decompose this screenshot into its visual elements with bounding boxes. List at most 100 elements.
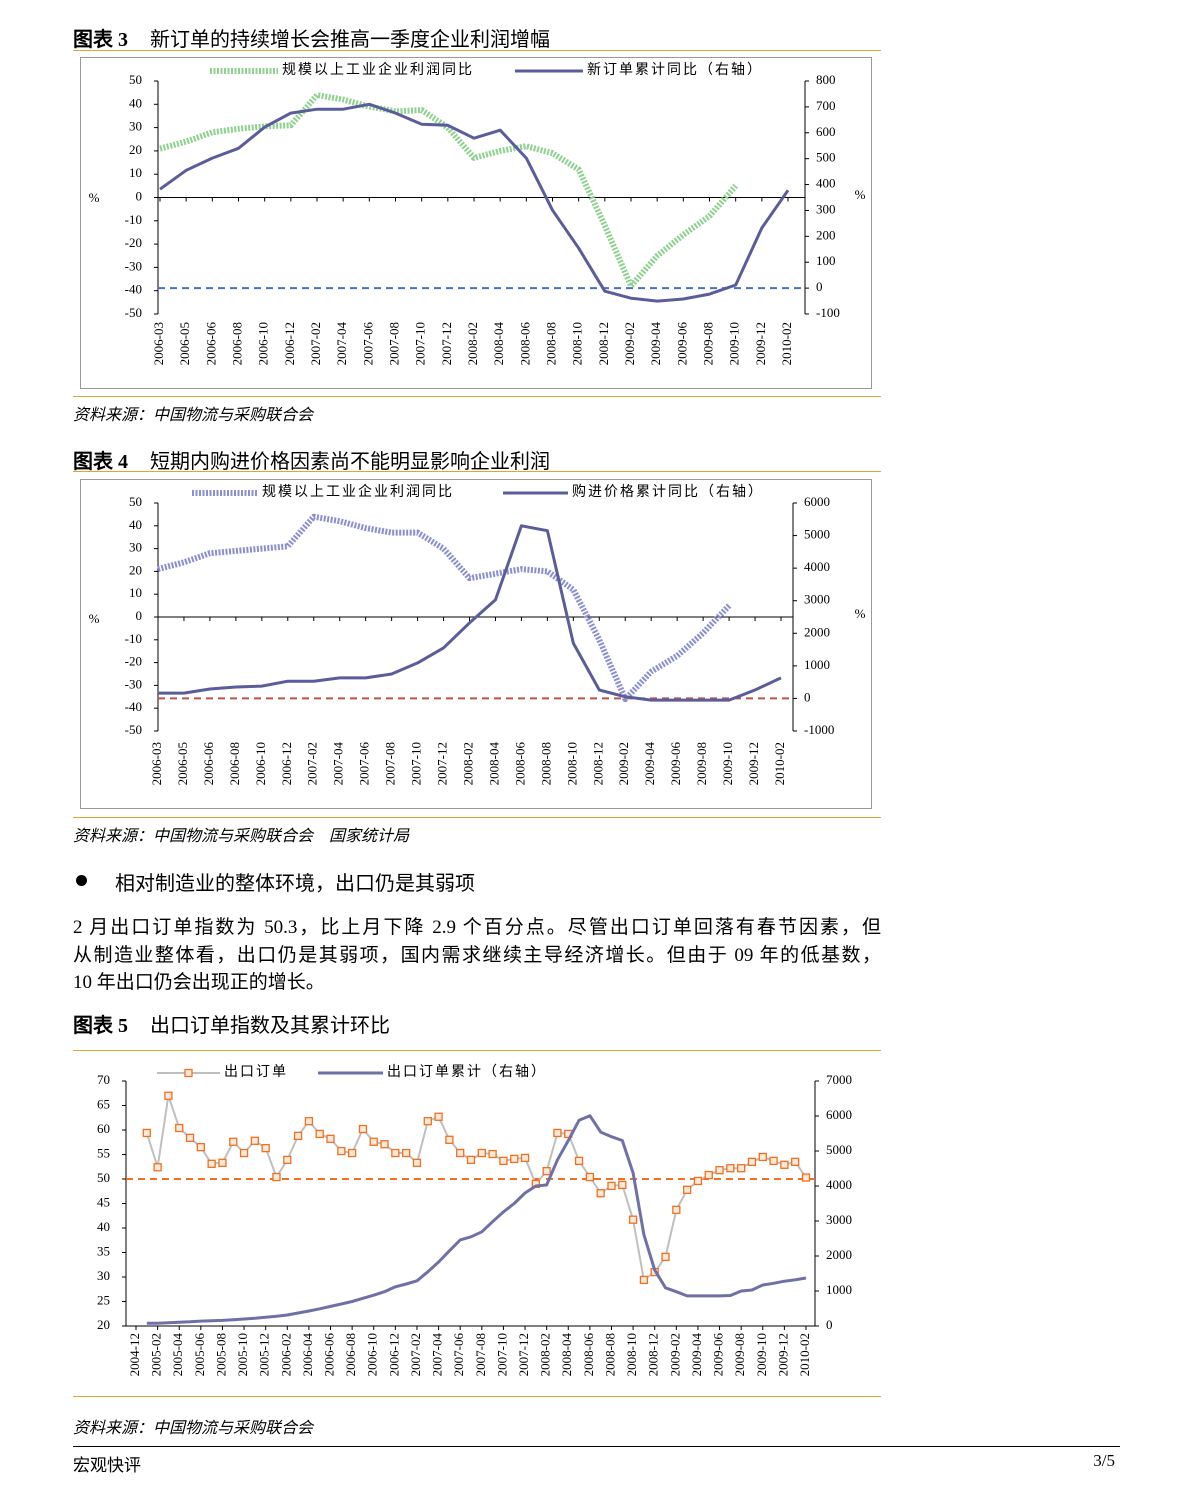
x-tick-label: 2006-12 [282,322,297,365]
y2-tick-label: 0 [826,1317,833,1332]
point-marker [477,1148,486,1158]
x-tick-label: 2008-12 [590,742,605,785]
y-tick-label: -20 [125,654,142,669]
x-tick-label: 2008-10 [570,322,585,365]
y-tick-label: 30 [129,540,142,555]
point-marker [780,1160,789,1169]
x-tick-label: 2006-12 [386,1333,401,1376]
y-tick-label: 40 [97,1219,110,1234]
point-marker [142,1128,151,1138]
y-tick-label: 30 [129,119,142,134]
x-tick-label: 2010-02 [797,1333,812,1376]
footer-left: 宏观快评 [73,1456,141,1475]
y-tick-label: 60 [97,1121,110,1136]
point-marker [758,1152,767,1162]
point-marker [574,1156,584,1166]
chart-frame [80,57,872,389]
y-tick-label: 70 [97,1072,110,1087]
y-tick-label: -10 [125,212,142,227]
point-marker [456,1148,465,1158]
x-tick-label: 2009-08 [732,1333,747,1376]
x-tick-label: 2010-02 [779,322,794,365]
series-line [159,102,790,303]
legend-label: 新订单累计同比（右轴） [587,62,763,78]
x-tick-label: 2007-02 [308,322,323,365]
x-tick-label: 2009-04 [648,322,663,366]
point-marker [185,1133,195,1142]
rule [73,1050,881,1051]
x-tick-label: 2007-10 [409,742,424,785]
y2-tick-label: 6000 [826,1107,852,1122]
paragraph-line: 2 月出口订单指数为 50.3，比上月下降 2.9 个百分点。尽管出口订单回落有… [73,917,881,938]
figure-caption: 图表 4 短期内购进价格因素尚不能明显影响企业利润 [73,445,550,474]
x-tick-label: 2006-08 [343,1333,358,1376]
point-marker [769,1156,778,1166]
x-tick-label: 2004-12 [127,1333,142,1376]
series-line [158,524,782,702]
y-axis-label: % [89,190,100,205]
x-tick-label: 2005-04 [170,1333,185,1377]
y-tick-label: 50 [97,1170,110,1185]
x-tick-label: 2009-12 [775,1333,790,1376]
x-tick-label: 2009-02 [616,742,631,785]
point-marker [596,1189,605,1198]
y2-tick-label: 3000 [826,1212,852,1227]
point-marker [466,1155,476,1165]
y-tick-label: 40 [129,95,142,110]
y-tick-label: -20 [125,235,142,250]
y2-tick-label: 200 [816,227,836,242]
y-tick-label: 0 [136,608,143,623]
point-marker [358,1124,368,1134]
x-tick-label: 2008-10 [564,742,579,785]
y2-tick-label: 1000 [804,657,830,672]
point-marker [207,1159,216,1168]
x-tick-label: 2006-08 [229,322,244,365]
point-marker [607,1181,616,1191]
y2-axis-label: % [855,606,866,621]
figure-title: 新订单的持续增长会推高一季度企业利润增幅 [150,29,550,51]
x-tick-label: 2009-04 [642,742,657,786]
x-tick-label: 2007-10 [413,322,428,365]
y-tick-label: 10 [129,585,142,600]
series-line [157,513,732,703]
point-marker [347,1148,357,1158]
point-marker [423,1117,432,1126]
x-tick-label: 2005-06 [192,1333,207,1377]
x-tick-label: 2006-03 [149,742,164,785]
point-marker [229,1137,238,1146]
point-marker [564,1129,573,1139]
series-line [159,92,738,289]
y-tick-label: 0 [136,188,143,203]
point-marker [315,1129,324,1139]
point-marker [196,1143,205,1152]
x-tick-label: 2009-06 [668,742,683,786]
x-tick-label: 2008-04 [559,1333,574,1377]
point-marker [553,1128,562,1138]
figure-label: 图表 5 [73,1015,128,1037]
x-tick-label: 2006-10 [256,322,271,365]
y2-tick-label: 800 [816,72,836,87]
point-marker [672,1205,681,1215]
footer-page: 3/5 [1093,1451,1115,1470]
x-tick-label: 2009-12 [746,742,761,785]
x-tick-label: 2006-03 [151,322,166,365]
point-marker [747,1157,757,1166]
point-marker [737,1164,746,1173]
point-marker [618,1180,627,1190]
x-tick-label: 2008-12 [596,322,611,365]
y2-tick-label: 0 [816,279,823,294]
paragraph-line: 10 年出口仍会出现正的增长。 [73,972,325,993]
x-tick-label: 2008-06 [581,1333,596,1377]
x-tick-label: 2008-02 [465,322,480,365]
rule [73,396,881,397]
x-tick-label: 2009-10 [754,1333,769,1376]
y2-axis-label: % [855,187,866,202]
y2-tick-label: 7000 [826,1072,852,1087]
x-tick-label: 2005-10 [235,1333,250,1376]
point-marker [369,1137,378,1146]
point-marker [250,1136,260,1145]
point-marker [520,1153,530,1163]
point-marker [499,1156,508,1166]
x-tick-label: 2010-02 [772,742,787,785]
